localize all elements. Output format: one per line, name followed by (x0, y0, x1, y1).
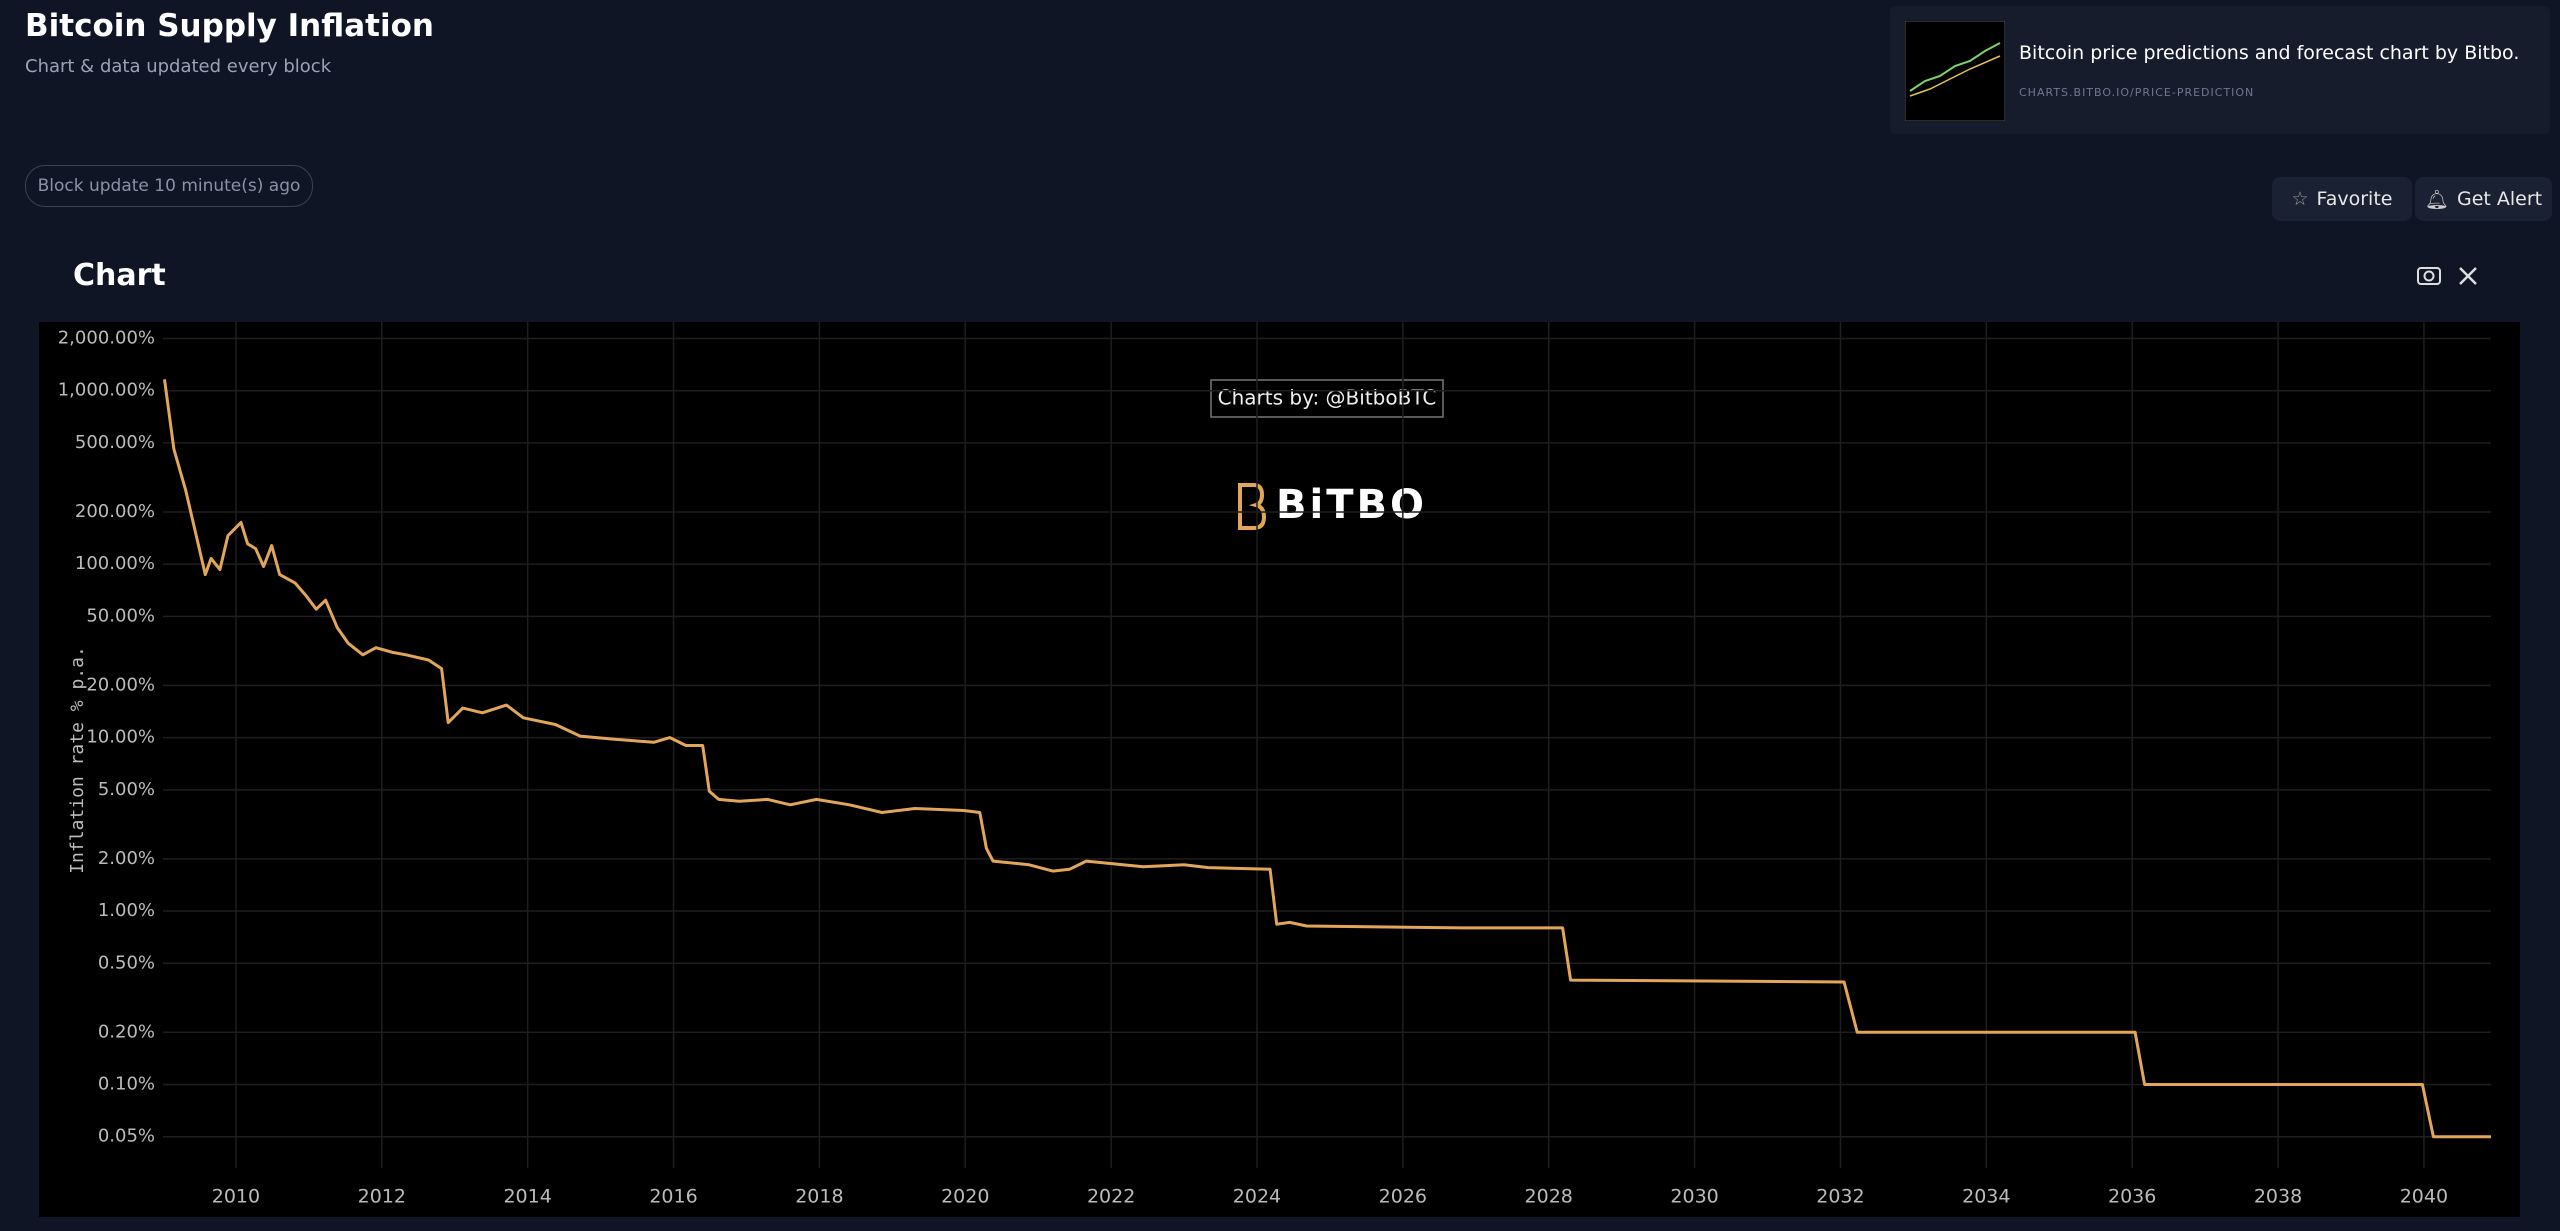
inflation-line (163, 379, 2491, 1139)
x-tick-label: 2014 (503, 1186, 551, 1208)
fullscreen-icon[interactable] (2459, 267, 2477, 285)
get-alert-label: Get Alert (2456, 188, 2543, 210)
x-tick-label: 2028 (1525, 1186, 1573, 1208)
plot-background (39, 322, 2520, 1217)
favorite-label: Favorite (2316, 188, 2393, 210)
camera-icon[interactable] (2417, 267, 2441, 285)
promo-thumbnail (1905, 21, 2005, 121)
x-tick-label: 2024 (1233, 1186, 1281, 1208)
y-tick-label: 20.00% (86, 674, 155, 695)
y-tick-label: 10.00% (86, 727, 155, 748)
x-tick-label: 2038 (2254, 1186, 2302, 1208)
favorite-button[interactable]: ☆ Favorite (2272, 177, 2412, 221)
y-tick-label: 100.00% (75, 553, 155, 574)
logo-text: BiTBO (1276, 482, 1427, 528)
x-tick-label: 2032 (1816, 1186, 1864, 1208)
y-tick-label: 2,000.00% (58, 328, 155, 349)
x-tick-label: 2022 (1087, 1186, 1135, 1208)
annotation: Charts by: @BitboBTC (1218, 386, 1437, 410)
y-tick-label: 2.00% (98, 848, 155, 869)
page-title: Bitcoin Supply Inflation (25, 8, 434, 44)
y-tick-label: 5.00% (98, 779, 155, 800)
x-tick-label: 2018 (795, 1186, 843, 1208)
y-tick-label: 200.00% (75, 501, 155, 522)
x-tick-label: 2034 (1962, 1186, 2010, 1208)
x-tick-label: 2036 (2108, 1186, 2156, 1208)
x-tick-label: 2026 (1379, 1186, 1427, 1208)
y-tick-label: 0.50% (98, 952, 155, 973)
logo-icon (1238, 483, 1267, 530)
y-tick-label: 0.10% (98, 1073, 155, 1094)
promo-url: CHARTS.BITBO.IO/PRICE-PREDICTION (2019, 86, 2255, 99)
y-tick-label: 0.20% (98, 1021, 155, 1042)
annotation-box (1210, 379, 1444, 418)
x-tick-label: 2040 (2400, 1186, 2448, 1208)
y-tick-label: 1,000.00% (58, 380, 155, 401)
block-update-pill: Block update 10 minute(s) ago (25, 165, 313, 207)
promo-title: Bitcoin price predictions and forecast c… (2019, 42, 2520, 64)
y-tick-label: 50.00% (86, 605, 155, 626)
x-tick-label: 2010 (212, 1186, 260, 1208)
section-heading: Chart (73, 258, 166, 293)
x-tick-label: 2016 (649, 1186, 697, 1208)
promo-card[interactable]: Bitcoin price predictions and forecast c… (1890, 6, 2550, 134)
x-tick-label: 2030 (1670, 1186, 1718, 1208)
get-alert-button[interactable]: 🔔︎ Get Alert (2415, 177, 2552, 221)
y-axis-label: Inflation rate % p.a. (67, 646, 88, 874)
chart-tools (2417, 267, 2477, 285)
page-subtitle: Chart & data updated every block (25, 56, 332, 77)
y-tick-label: 0.05% (98, 1126, 155, 1147)
y-tick-label: 500.00% (75, 432, 155, 453)
y-tick-label: 1.00% (98, 900, 155, 921)
x-tick-label: 2012 (358, 1186, 406, 1208)
x-tick-label: 2020 (941, 1186, 989, 1208)
